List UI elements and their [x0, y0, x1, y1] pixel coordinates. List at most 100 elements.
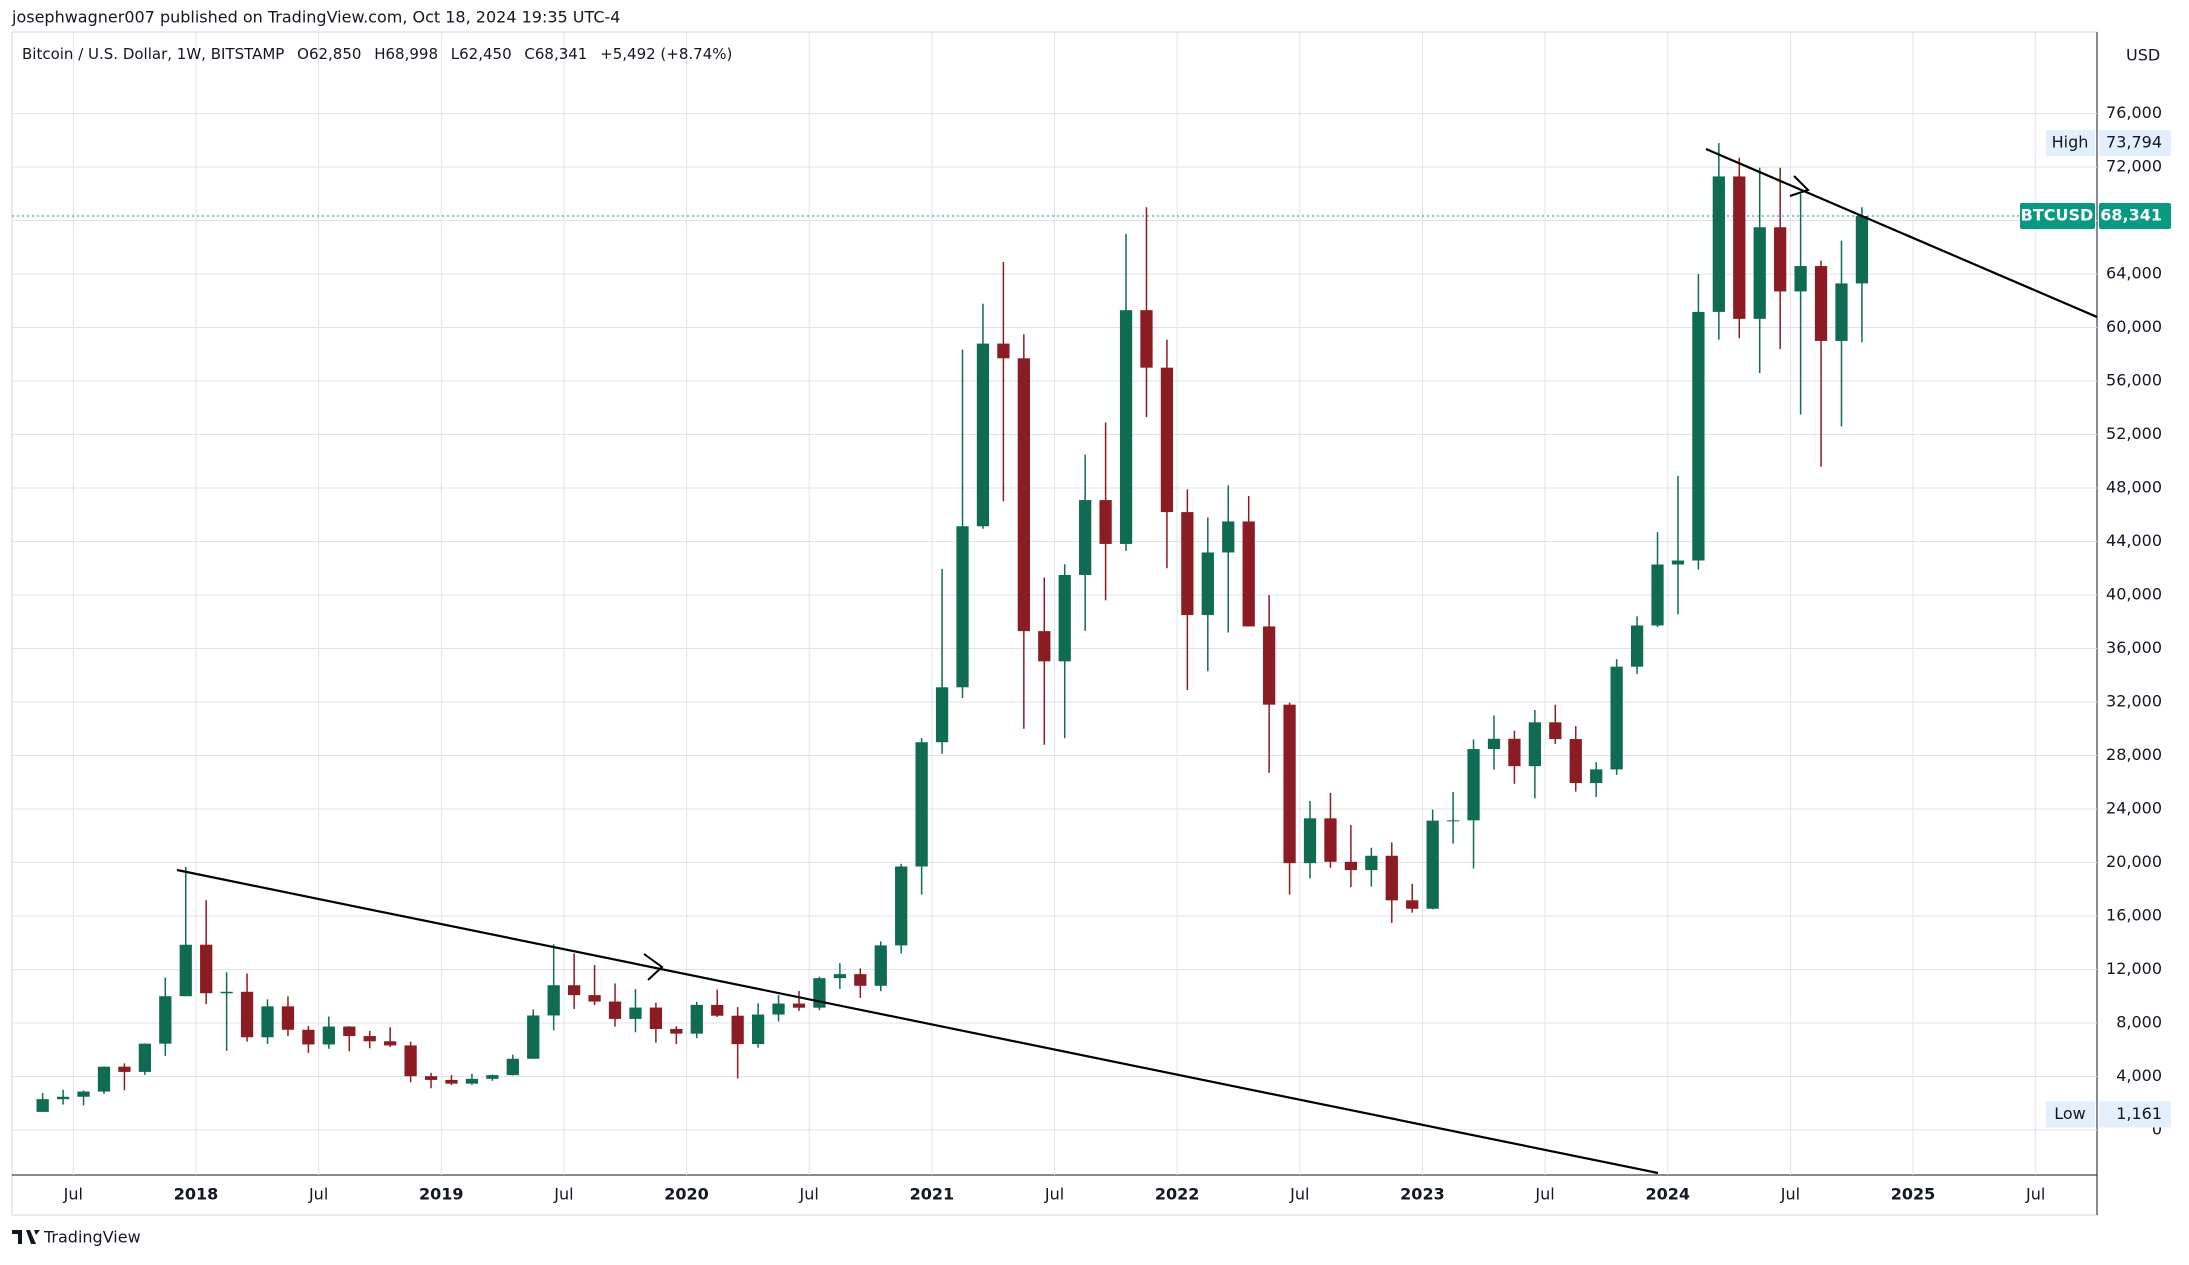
candle-body	[1263, 626, 1276, 705]
candle-body	[1242, 521, 1255, 627]
candle-body	[731, 1015, 744, 1045]
low-tag	[2046, 1101, 2095, 1128]
candle-body	[1344, 861, 1358, 871]
candle-body	[302, 1029, 315, 1045]
candle-body	[1324, 818, 1337, 862]
trendline-arrow	[643, 953, 664, 981]
candle-body	[976, 343, 990, 527]
candle-body	[486, 1075, 499, 1079]
candle-body	[1303, 818, 1317, 864]
candle-body	[1181, 512, 1194, 616]
candle-body	[445, 1079, 458, 1084]
candle-body	[588, 995, 601, 1002]
low-value: 1,161	[2116, 1104, 2162, 1123]
y-tick-label: 32,000	[2106, 691, 2162, 710]
drawings	[176, 147, 2097, 1175]
candles	[36, 143, 1869, 1113]
y-tick-label: 52,000	[2106, 424, 2162, 443]
candle-body	[1038, 631, 1051, 662]
last-price-value-tag	[2099, 203, 2171, 230]
x-tick-label: Jul	[1044, 1185, 1064, 1204]
candle-body	[261, 1006, 274, 1038]
candle-body	[1712, 176, 1725, 312]
candle-body	[200, 944, 213, 994]
y-tick-label: 60,000	[2106, 317, 2162, 336]
y-tick-label: 48,000	[2106, 478, 2162, 497]
candle-body	[1201, 552, 1214, 616]
currency-label[interactable]: USD	[2126, 46, 2160, 65]
candle-body	[649, 1007, 663, 1029]
candle-body	[1630, 625, 1644, 667]
change: +5,492 (+8.74%)	[600, 45, 732, 63]
x-tick-label: Jul	[63, 1185, 83, 1204]
candle-body	[608, 1001, 622, 1019]
x-tick-label: 2020	[664, 1185, 709, 1204]
x-tick-label: Jul	[1289, 1185, 1309, 1204]
last-price-value: 68,341	[2100, 206, 2162, 225]
y-tick-label: 76,000	[2106, 103, 2162, 122]
candle-body	[159, 996, 172, 1044]
candle-body	[322, 1026, 335, 1045]
candle-body	[1549, 722, 1562, 740]
y-tick-label: 56,000	[2106, 371, 2162, 390]
high: H68,998	[374, 45, 438, 63]
x-tick-label: Jul	[1780, 1185, 1800, 1204]
x-tick-label: Jul	[308, 1185, 328, 1204]
candle-body	[1671, 560, 1685, 565]
x-tick-label: 2022	[1155, 1185, 1200, 1204]
candle-body	[36, 1099, 49, 1112]
y-tick-label: 4,000	[2116, 1066, 2162, 1085]
trendline	[1705, 147, 2097, 319]
y-tick-label: 72,000	[2106, 157, 2162, 176]
y-tick-label: 20,000	[2106, 852, 2162, 871]
candle-body	[690, 1004, 703, 1034]
high-tag	[2046, 130, 2095, 157]
candle-body	[1835, 283, 1848, 341]
candle-body	[56, 1096, 70, 1100]
close: C68,341	[524, 45, 587, 63]
last-price-tag	[2020, 203, 2095, 230]
candle-body	[1774, 227, 1787, 292]
candle-body	[670, 1028, 683, 1034]
candle-body	[424, 1076, 438, 1080]
last-price-symbol: BTCUSD	[2021, 206, 2094, 225]
y-tick-label: 28,000	[2106, 745, 2162, 764]
candle-body	[547, 985, 560, 1016]
open: O62,850	[297, 45, 361, 63]
candle-body	[240, 991, 254, 1038]
y-tick-label: 24,000	[2106, 798, 2162, 817]
candle-body	[1753, 227, 1766, 319]
candle-body	[935, 687, 949, 743]
candle-body	[874, 945, 887, 986]
y-tick-label: 12,000	[2106, 959, 2162, 978]
candle-body	[343, 1026, 356, 1037]
trendline-arrow	[1789, 175, 1810, 197]
candle-body	[1651, 564, 1664, 626]
x-tick-label: 2018	[174, 1185, 219, 1204]
candle-body	[1487, 738, 1501, 750]
candle-body	[363, 1036, 376, 1042]
low-label: Low	[2054, 1104, 2086, 1123]
low-value-tag	[2099, 1101, 2171, 1128]
candle-body	[118, 1066, 131, 1072]
x-tick-label: 2025	[1891, 1185, 1936, 1204]
candle-body	[956, 526, 969, 688]
candle-body	[772, 1003, 785, 1015]
candle-body	[384, 1041, 397, 1046]
low: L62,450	[451, 45, 512, 63]
trendline	[176, 868, 1659, 1175]
y-tick-label: 44,000	[2106, 531, 2162, 550]
candle-body	[1365, 855, 1378, 871]
candle-body	[1160, 367, 1174, 513]
y-tick-label: 36,000	[2106, 638, 2162, 657]
candle-body	[1058, 574, 1071, 662]
candle-body	[527, 1015, 540, 1059]
candle-body	[792, 1003, 806, 1008]
candle-body	[1385, 855, 1398, 901]
candle-body	[220, 991, 233, 994]
candle-body	[77, 1091, 90, 1097]
candle-body	[1446, 820, 1460, 822]
candle-body	[833, 974, 846, 979]
candle-body	[1794, 266, 1807, 292]
